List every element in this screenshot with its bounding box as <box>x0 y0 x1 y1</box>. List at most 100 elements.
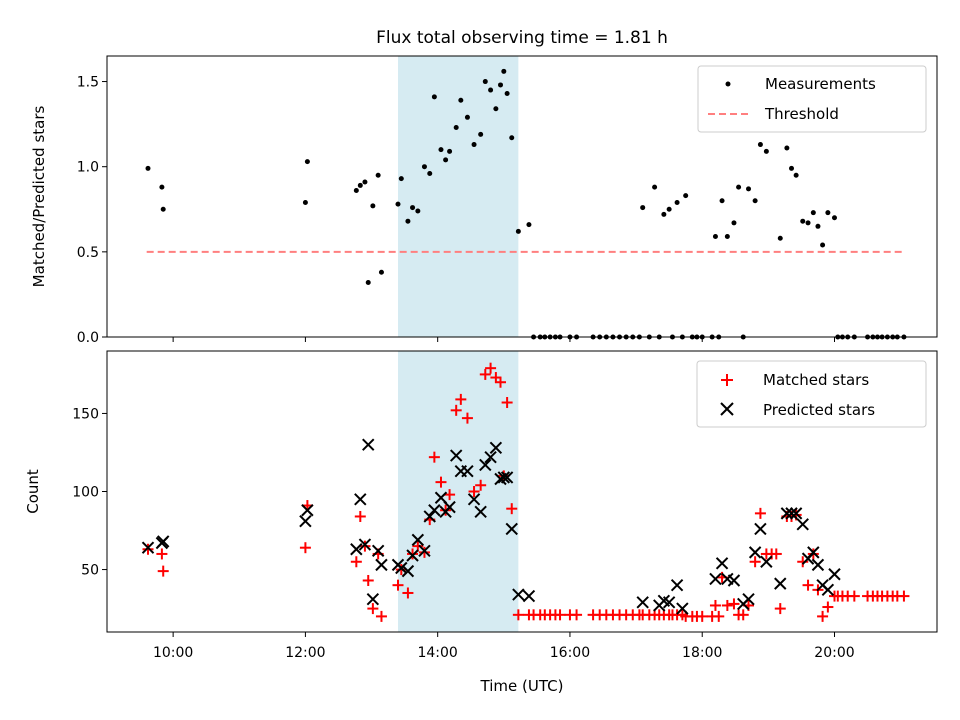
legend-predicted-marker <box>720 402 734 416</box>
measurement-point <box>421 164 427 170</box>
measurement-point <box>784 145 790 151</box>
matched-star-point <box>402 587 414 599</box>
predicted-star-point <box>785 507 798 520</box>
predicted-star-point <box>748 546 762 559</box>
matched-star-point <box>709 599 721 611</box>
predicted-star-point <box>461 464 474 478</box>
measurement-point <box>443 157 449 163</box>
predicted-star-point <box>774 577 787 590</box>
predicted-star-point <box>676 602 689 615</box>
predicted-star-point <box>780 507 794 520</box>
measurement-point <box>757 142 763 148</box>
measurement-point <box>661 211 667 217</box>
matched-star-point <box>479 368 491 380</box>
bottom-ytick-label: 100 <box>72 485 99 501</box>
measurement-point <box>810 210 816 216</box>
measurement-point <box>362 179 368 185</box>
top-axes-frame <box>106 55 938 338</box>
legend-predicted-label: Predicted stars <box>763 401 875 419</box>
legend-measurements-marker <box>725 81 731 87</box>
measurement-point <box>712 234 718 240</box>
predicted-star-point <box>301 504 314 517</box>
predicted-star-point <box>796 518 809 531</box>
measurement-point <box>458 97 464 103</box>
matched-star-point <box>696 610 708 622</box>
predicted-star-point <box>742 593 755 606</box>
measurement-point <box>526 222 532 228</box>
xtick-label: 14:00 <box>417 645 457 661</box>
bottom-legend: Matched stars Predicted stars <box>696 360 927 428</box>
predicted-star-point <box>505 522 518 536</box>
top-legend-box <box>697 65 927 133</box>
predicted-star-point <box>727 574 741 587</box>
measurement-point <box>398 176 404 182</box>
top-ytick-label: 1.0 <box>77 160 99 176</box>
measurement-point <box>304 159 310 165</box>
predicted-star-point <box>715 557 729 570</box>
top-y-axis-label: Matched/Predicted stars <box>30 106 48 288</box>
chart-title: Flux total observing time = 1.81 h <box>376 28 668 48</box>
predicted-star-point <box>670 578 684 592</box>
measurement-point <box>752 198 758 204</box>
measurement-point <box>825 210 831 216</box>
matched-star-point <box>444 489 456 501</box>
measurement-point <box>640 205 646 211</box>
matched-star-point <box>299 542 311 554</box>
bottom-highlight-span <box>397 351 519 632</box>
measurement-point <box>501 68 507 74</box>
matched-star-point <box>350 556 362 568</box>
measurement-point <box>800 218 806 224</box>
predicted-star-point <box>423 510 436 523</box>
measurement-point <box>683 193 689 199</box>
matched-star-point <box>156 548 168 560</box>
matched-star-point <box>375 610 387 622</box>
top-y-ticks: 0.0 0.5 1.0 1.5 <box>77 75 107 346</box>
measurement-point <box>498 82 504 88</box>
matched-star-point <box>898 590 910 602</box>
measurement-point <box>820 242 826 248</box>
predicted-star-point <box>401 564 415 578</box>
bottom-x-ticks: 10:00 12:00 14:00 16:00 18:00 20:00 <box>153 632 855 661</box>
predicted-star-point <box>354 493 367 506</box>
bottom-ytick-label: 50 <box>81 563 99 579</box>
measurement-point <box>464 114 470 120</box>
measurement-point <box>763 148 769 154</box>
matched-star-point <box>435 476 447 488</box>
matched-star-point <box>485 362 497 374</box>
measurement-point <box>652 184 658 190</box>
measurement-point <box>504 90 510 96</box>
top-panel: 0.0 0.5 1.0 1.5 Matched/Predicted stars Mea… <box>30 55 938 346</box>
measurement-point <box>478 131 484 137</box>
legend-threshold-label: Threshold <box>764 105 839 123</box>
measurement-point <box>302 199 308 205</box>
measurement-point <box>415 208 421 214</box>
measurement-point <box>736 184 742 190</box>
measurement-point <box>731 220 737 226</box>
predicted-star-point <box>358 538 372 551</box>
matched-star-point <box>501 397 513 409</box>
measurement-point <box>777 235 783 241</box>
predicted-star-point <box>299 514 312 528</box>
predicted-star-point <box>789 507 803 520</box>
measurement-point <box>724 234 730 240</box>
predicted-star-point <box>375 558 388 572</box>
predicted-star-point <box>807 546 820 559</box>
top-ytick-label: 0.5 <box>77 245 99 261</box>
predicted-star-point <box>636 596 649 609</box>
matched-star-point <box>774 603 786 615</box>
predicted-star-point <box>411 533 425 547</box>
predicted-stars-points <box>141 438 841 615</box>
matched-star-point <box>506 503 518 515</box>
predicted-star-point <box>141 541 155 554</box>
matched-star-point <box>770 548 782 560</box>
predicted-star-point <box>362 438 375 451</box>
measurement-point <box>145 165 151 171</box>
measurement-point <box>482 79 488 85</box>
matched-star-point <box>475 479 487 491</box>
predicted-star-point <box>395 561 408 575</box>
predicted-star-point <box>709 572 722 586</box>
predicted-star-point <box>662 596 676 609</box>
predicted-star-point <box>371 544 385 558</box>
measurement-point <box>805 220 811 226</box>
legend-measurements-label: Measurements <box>765 75 876 93</box>
